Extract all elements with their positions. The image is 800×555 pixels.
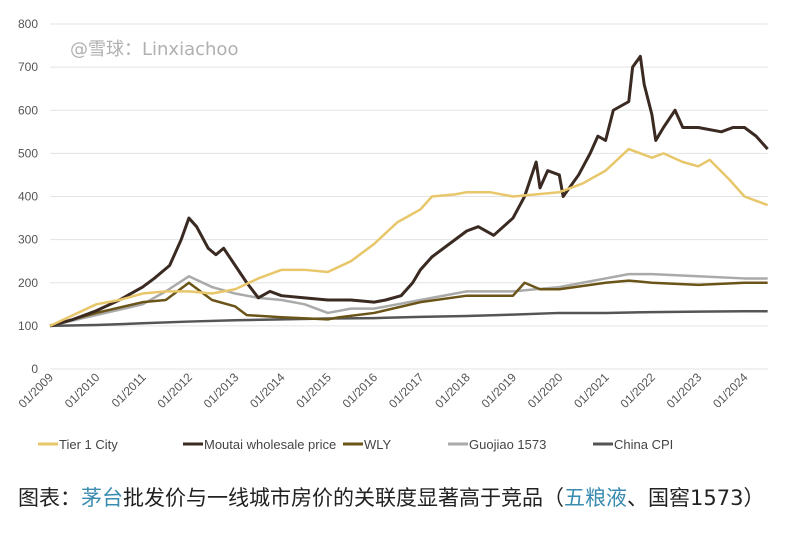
caption-prefix: 图表： — [18, 486, 81, 510]
x-tick-label: 01/2010 — [62, 370, 103, 411]
x-tick-label: 01/2021 — [571, 370, 612, 411]
x-tick-label: 01/2015 — [293, 370, 334, 411]
y-tick-label: 600 — [18, 103, 38, 117]
legend-label: Tier 1 City — [59, 437, 118, 452]
y-tick-label: 800 — [18, 17, 38, 31]
caption-link-moutai[interactable]: 茅台 — [81, 486, 123, 510]
x-tick-label: 01/2022 — [617, 370, 658, 411]
legend-label: Guojiao 1573 — [469, 437, 546, 452]
x-tick-label: 01/2012 — [154, 370, 195, 411]
y-tick-label: 300 — [18, 233, 38, 247]
caption-text: 批发价与一线城市房价的关联度显著高于竞品（ — [123, 486, 564, 510]
y-tick-label: 200 — [18, 276, 38, 290]
x-tick-label: 01/2011 — [109, 370, 149, 410]
legend-label: Moutai wholesale price — [204, 437, 336, 452]
series-line — [49, 272, 768, 328]
caption-suffix: 、国窖1573） — [627, 486, 765, 510]
x-tick-label: 01/2017 — [386, 370, 427, 411]
watermark: @雪球：Linxiachoo — [70, 39, 238, 60]
x-tick-label: 01/2009 — [16, 370, 57, 411]
y-tick-label: 100 — [18, 319, 38, 333]
legend-label: WLY — [364, 437, 392, 452]
y-tick-label: 500 — [18, 146, 38, 160]
series-line — [49, 147, 769, 328]
series-line — [49, 54, 769, 328]
x-tick-label: 01/2016 — [340, 370, 381, 411]
series-line — [49, 309, 768, 328]
x-tick-label: 01/2018 — [432, 370, 473, 411]
x-tick-label: 01/2023 — [664, 370, 705, 411]
x-tick-label: 01/2019 — [479, 370, 520, 411]
x-tick-label: 01/2020 — [525, 370, 566, 411]
y-tick-label: 400 — [18, 190, 38, 204]
x-tick-label: 01/2024 — [710, 370, 751, 411]
figure-caption: 图表：茅台批发价与一线城市房价的关联度显著高于竞品（五粮液、国窖1573） — [18, 482, 788, 515]
caption-link-wly[interactable]: 五粮液 — [564, 486, 627, 510]
x-tick-label: 01/2013 — [201, 370, 242, 411]
y-tick-label: 700 — [18, 60, 38, 74]
y-tick-label: 0 — [31, 362, 38, 376]
legend-label: China CPI — [614, 437, 673, 452]
x-tick-label: 01/2014 — [247, 370, 288, 411]
series-line — [49, 279, 768, 328]
